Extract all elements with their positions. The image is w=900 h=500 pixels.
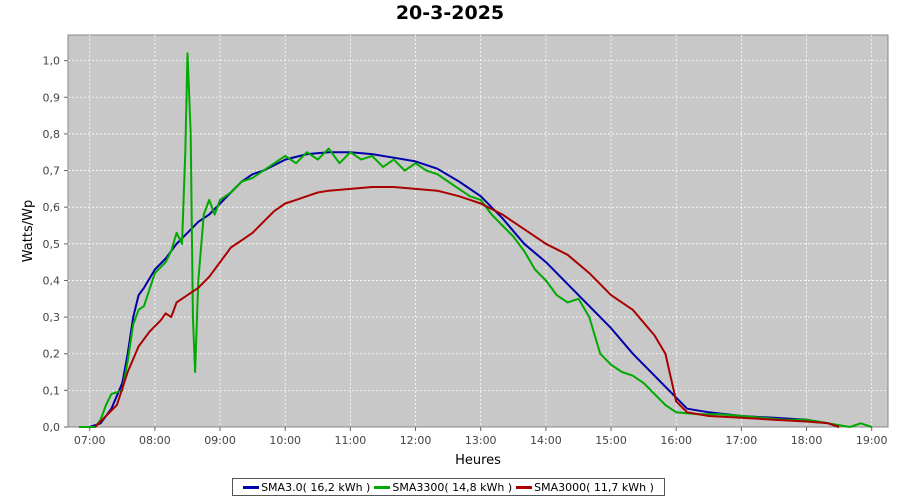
x-axis-label: Heures xyxy=(455,453,501,468)
legend-label: SMA3000( 11,7 kWh ) xyxy=(534,480,654,494)
y-tick-label: 0,0 xyxy=(43,421,61,434)
y-tick-label: 0,8 xyxy=(43,128,61,141)
y-tick-label: 0,6 xyxy=(43,201,61,214)
x-tick-label: 12:00 xyxy=(400,434,432,447)
series-lines xyxy=(78,52,873,428)
chart-legend: SMA3.0( 16,2 kWh ) SMA3300( 14,8 kWh ) SMA… xyxy=(232,478,665,496)
chart-title: 20-3-2025 xyxy=(395,2,505,24)
x-tick-label: 13:00 xyxy=(465,434,497,447)
x-tick-label: 17:00 xyxy=(726,434,758,447)
x-tick-label: 09:00 xyxy=(204,434,236,447)
y-tick-label: 0,5 xyxy=(43,238,61,251)
y-tick-label: 0,2 xyxy=(43,348,61,361)
x-tick-label: 16:00 xyxy=(660,434,692,447)
x-tick-label: 11:00 xyxy=(335,434,367,447)
legend-swatch xyxy=(516,485,533,489)
y-axis-label: Watts/Wp xyxy=(21,200,36,262)
legend-item: SMA3300( 14,8 kWh ) xyxy=(374,481,512,494)
y-tick-label: 0,3 xyxy=(43,311,61,324)
y-tick-label: 1,0 xyxy=(43,55,61,68)
legend-swatch xyxy=(243,485,260,489)
y-tick-label: 0,9 xyxy=(43,91,61,104)
legend-swatch xyxy=(374,485,391,489)
series-line-1 xyxy=(78,52,873,428)
legend-item: SMA3000( 11,7 kWh ) xyxy=(516,481,654,494)
grid-lines xyxy=(68,35,888,427)
x-tick-label: 14:00 xyxy=(530,434,562,447)
x-tick-label: 10:00 xyxy=(269,434,301,447)
series-line-2 xyxy=(94,186,840,428)
x-tick-label: 18:00 xyxy=(791,434,823,447)
y-tick-label: 0,7 xyxy=(43,165,61,178)
y-tick-label: 0,4 xyxy=(43,274,61,287)
x-tick-label: 19:00 xyxy=(856,434,888,447)
plot-area xyxy=(67,34,889,428)
x-axis: 07:00 08:00 09:00 10:00 11:00 12:00 13:00 14:00… xyxy=(74,427,888,447)
y-axis: 0,0 0,1 0,2 0,3 0,4 0,5 0,6 0,7 0,8 0,9 1,0 xyxy=(43,55,68,434)
legend-item: SMA3.0( 16,2 kWh ) xyxy=(243,481,370,494)
x-tick-label: 07:00 xyxy=(74,434,106,447)
legend-label: SMA3300( 14,8 kWh ) xyxy=(392,480,513,494)
legend-label: SMA3.0( 16,2 kWh ) xyxy=(261,480,371,494)
x-tick-label: 08:00 xyxy=(139,434,171,447)
x-tick-label: 15:00 xyxy=(595,434,627,447)
y-tick-label: 0,1 xyxy=(43,384,61,397)
